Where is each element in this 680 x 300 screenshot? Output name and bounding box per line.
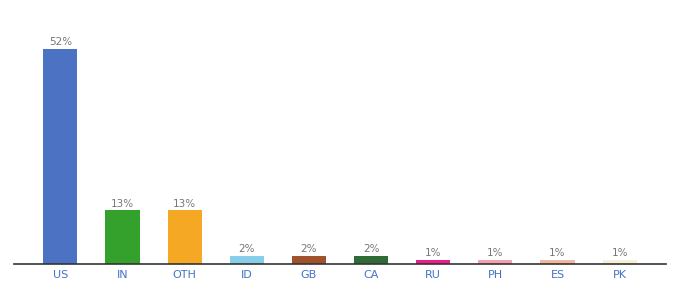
Text: 1%: 1% — [487, 248, 504, 258]
Text: 2%: 2% — [301, 244, 317, 254]
Text: 13%: 13% — [173, 199, 197, 208]
Text: 13%: 13% — [111, 199, 134, 208]
Bar — [478, 260, 513, 264]
Text: 2%: 2% — [239, 244, 255, 254]
Bar — [230, 256, 264, 264]
Bar — [44, 49, 78, 264]
Bar — [105, 210, 139, 264]
Bar — [541, 260, 575, 264]
Text: 2%: 2% — [363, 244, 379, 254]
Bar — [602, 260, 636, 264]
Bar — [167, 210, 202, 264]
Bar — [416, 260, 450, 264]
Text: 1%: 1% — [611, 248, 628, 258]
Text: 52%: 52% — [49, 37, 72, 47]
Bar — [354, 256, 388, 264]
Bar — [292, 256, 326, 264]
Text: 1%: 1% — [549, 248, 566, 258]
Text: 1%: 1% — [425, 248, 441, 258]
